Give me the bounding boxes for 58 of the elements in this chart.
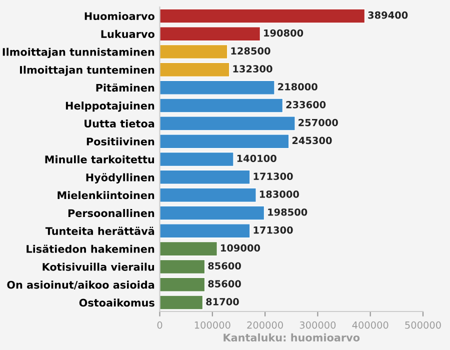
x-axis-title: Kantaluku: huomioarvo [224, 333, 360, 342]
y-tick-label: Positiivinen [86, 137, 154, 146]
bar [160, 224, 250, 238]
data-label: 389400 [368, 11, 408, 19]
y-tick-label: On asioinut/aikoo asioida [7, 280, 154, 290]
data-label: 109000 [221, 244, 260, 252]
data-label: 85600 [208, 280, 241, 288]
bar [160, 134, 290, 149]
data-label: 140100 [237, 154, 276, 162]
y-tick-label: Ilmoittajan tunnistaminen [2, 48, 154, 58]
bar [160, 152, 234, 167]
bar [160, 277, 206, 292]
data-label: 183000 [260, 190, 299, 198]
data-label: 233600 [286, 100, 326, 108]
bar [160, 116, 296, 131]
bar [160, 259, 206, 274]
bar [160, 26, 261, 42]
x-tick-label: 100000 [194, 321, 230, 329]
y-tick-label: Kotisivuilla vierailu [42, 262, 154, 271]
data-label: 128500 [231, 47, 270, 55]
bar [160, 62, 230, 78]
y-tick-label: Minulle tarkoitettu [45, 155, 154, 164]
data-label: 218000 [278, 83, 318, 90]
bar [160, 8, 366, 24]
bar [160, 44, 228, 60]
y-tick-label: Tunteita herättävä [45, 226, 154, 236]
data-label: 85600 [208, 262, 241, 270]
x-tick-label: 300000 [300, 321, 336, 329]
data-label: 198500 [268, 208, 308, 216]
data-label: 245300 [292, 136, 332, 144]
y-tick-label: Lukuarvo [101, 30, 154, 38]
y-tick-label: Hyödyllinen [86, 173, 154, 184]
y-tick-label: Uutta tietoa [84, 119, 154, 128]
y-tick-label: Pitäminen [96, 84, 154, 92]
bar [160, 80, 275, 95]
x-tick-label: 400000 [352, 321, 388, 329]
bar [160, 188, 256, 202]
data-label: 171300 [254, 226, 293, 234]
x-tick-label: 500000 [405, 321, 441, 329]
data-label: 190800 [264, 29, 304, 37]
x-tick-label: 0 [157, 321, 162, 329]
bar [160, 206, 265, 220]
data-label: 257000 [298, 118, 338, 126]
bar [160, 295, 204, 310]
data-label: 81700 [206, 298, 239, 306]
data-label: 132300 [233, 65, 272, 73]
bar [160, 98, 284, 113]
bar [160, 241, 218, 256]
y-tick-label: Helppotajuinen [66, 102, 154, 112]
y-tick-label: Ostoaikomus [79, 298, 154, 307]
data-label: 171300 [254, 172, 293, 180]
y-tick-label: Huomioarvo [84, 12, 154, 20]
bar [160, 170, 250, 184]
y-tick-label: Lisätiedon hakeminen [26, 244, 154, 253]
y-tick-label: Ilmoittajan tunteminen [20, 66, 154, 76]
y-tick-label: Persoonallinen [68, 209, 154, 218]
y-tick-label: Mielenkiintoinen [58, 191, 154, 200]
x-tick-label: 200000 [247, 321, 283, 329]
